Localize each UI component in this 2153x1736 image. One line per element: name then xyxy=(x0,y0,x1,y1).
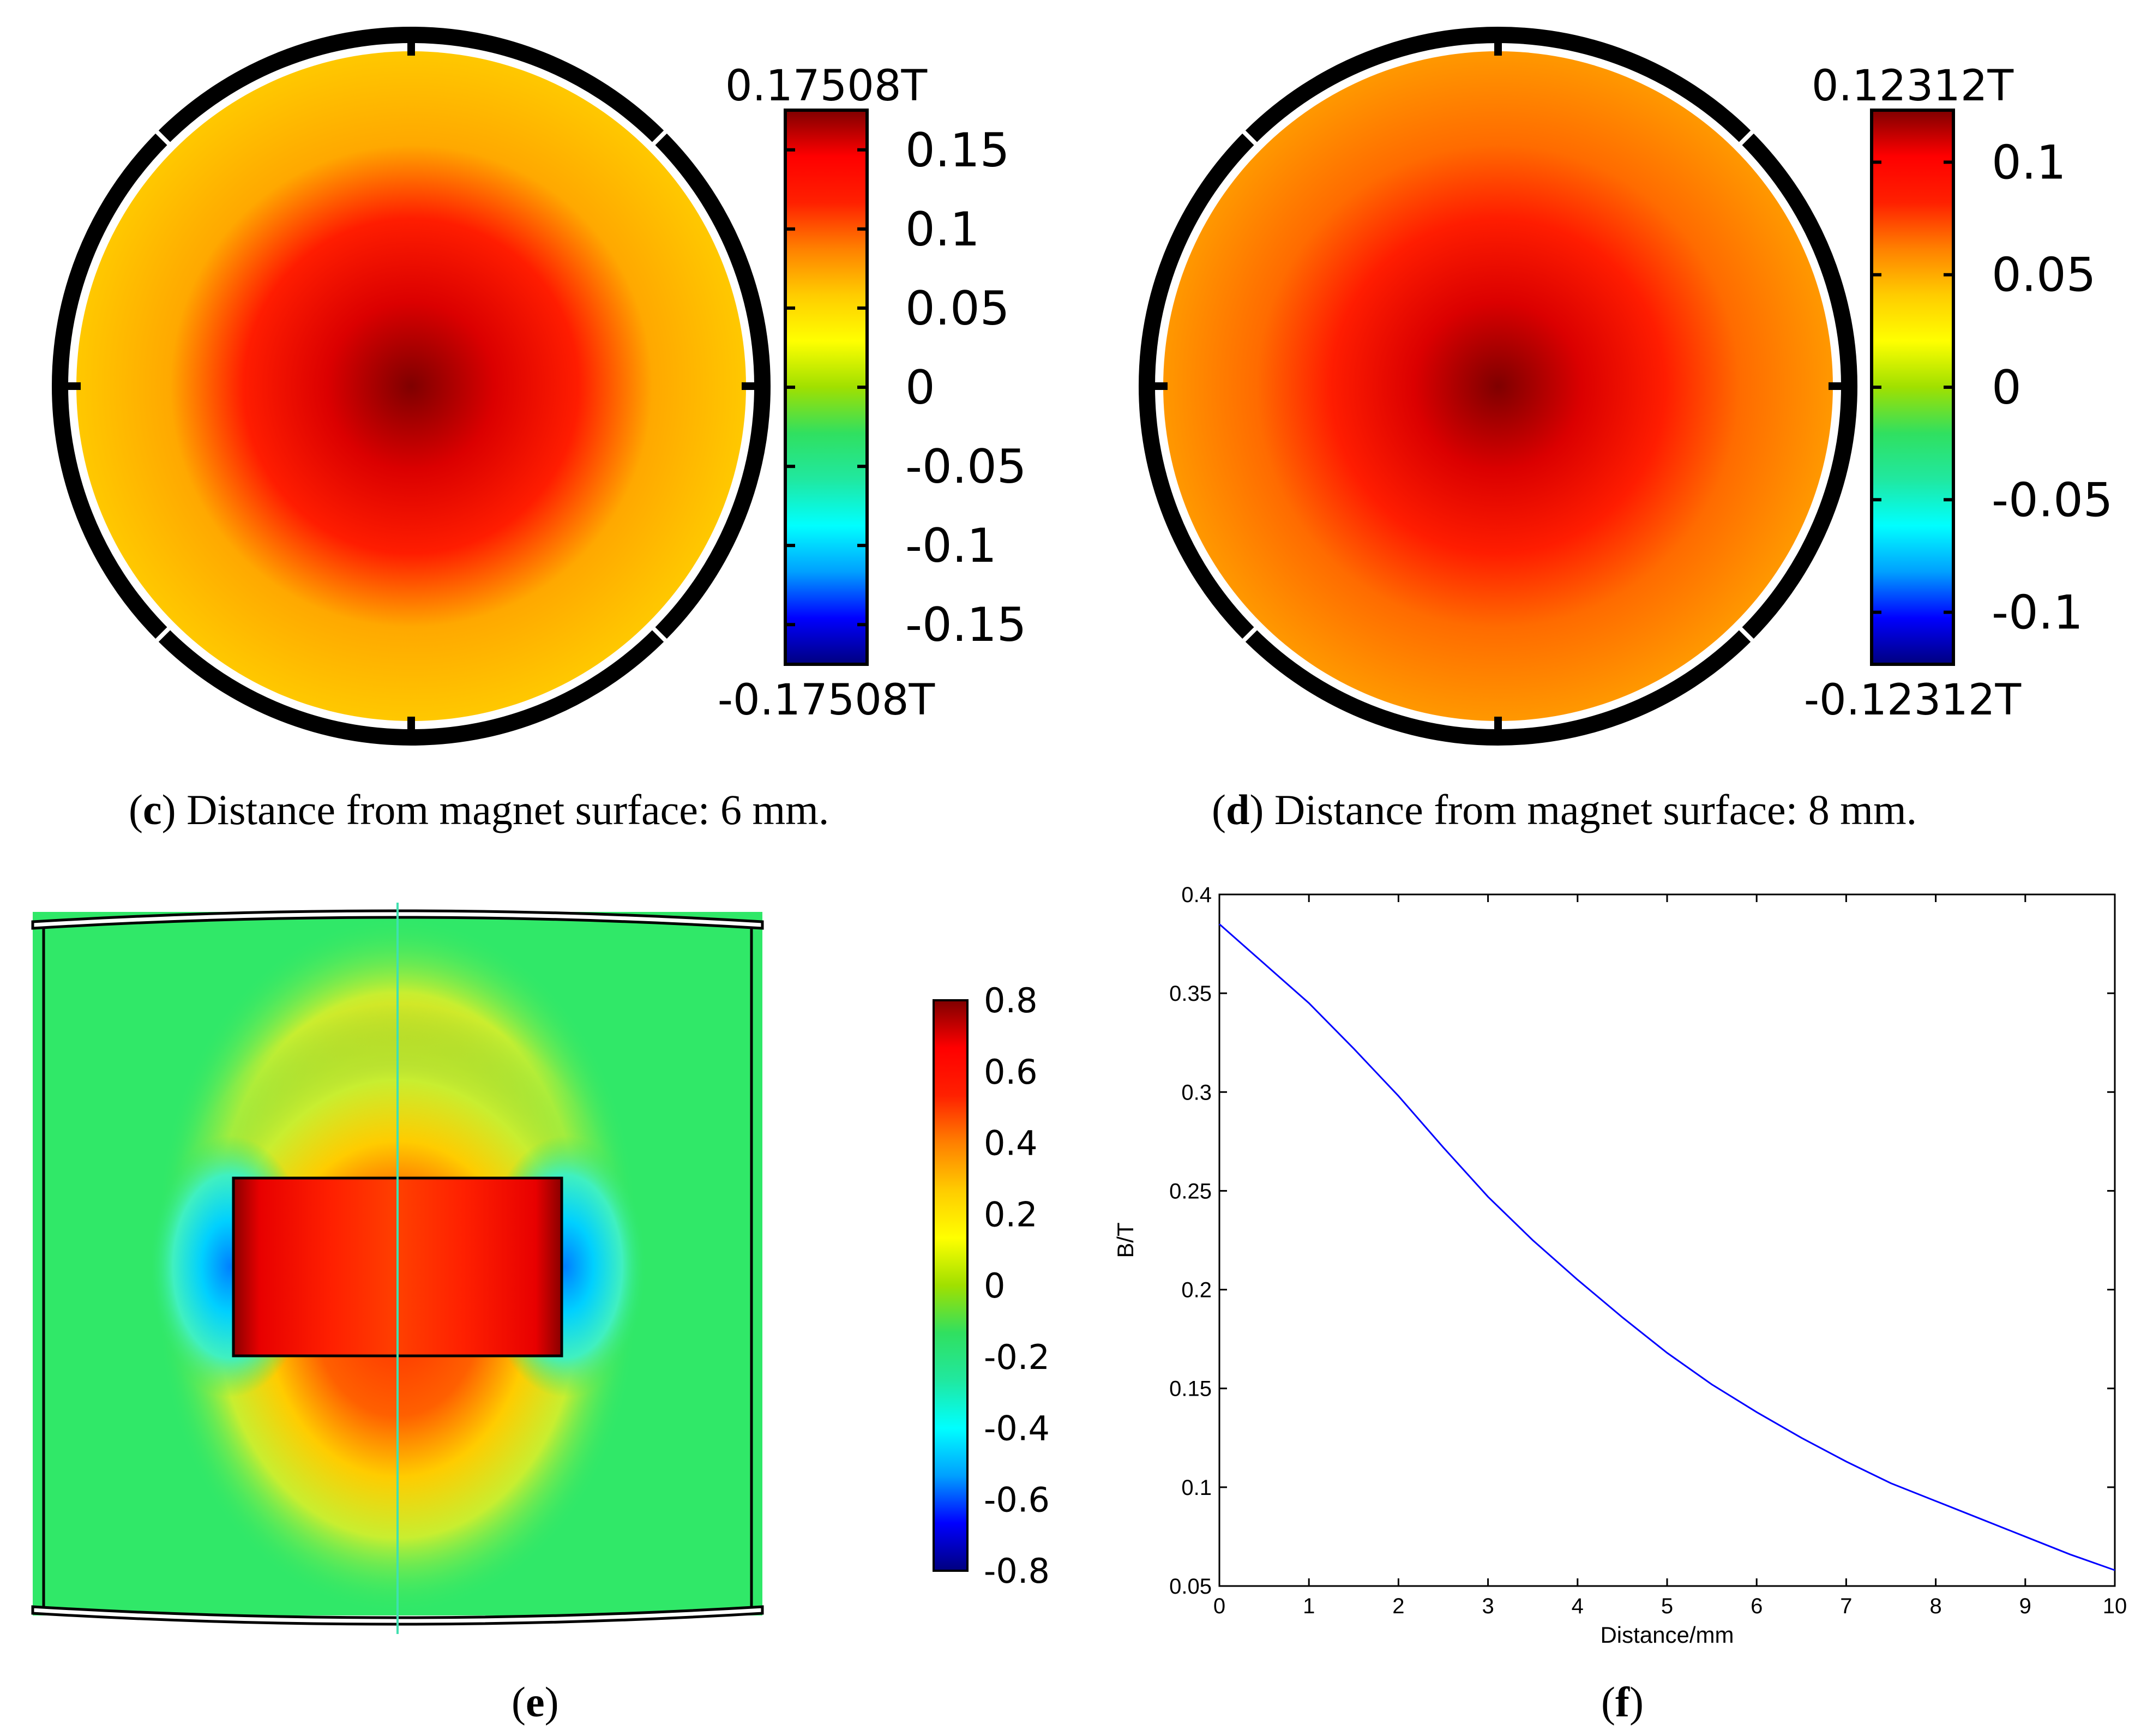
colorbar-tick-label-d-0: 0.1 xyxy=(1992,135,2066,190)
colorbar-tick-label-e-7: -0.6 xyxy=(984,1480,1050,1519)
colorbar-d xyxy=(1870,109,1955,666)
ring-gap-d-2 xyxy=(1241,129,1259,147)
colorbar-tick-label-d-1: 0.05 xyxy=(1992,248,2096,303)
colorbar-tick-label-c-5: -0.1 xyxy=(905,519,997,573)
caption-f-letter: f xyxy=(1615,1678,1629,1726)
colorbar-tick-label-e-3: 0.2 xyxy=(984,1194,1038,1234)
caption-e-letter: e xyxy=(525,1678,545,1726)
colorbar-tick-label-c-2: 0.05 xyxy=(905,281,1009,336)
colorbar-min-label-d: -0.12312T xyxy=(1804,676,2022,725)
caption-c-letter: c xyxy=(142,786,162,833)
ring-gap-d-0 xyxy=(1737,626,1755,643)
colorbar-tick-label-e-2: 0.4 xyxy=(984,1124,1038,1163)
caption-e: (e) xyxy=(512,1678,559,1726)
caption-c: (c) Distance from magnet surface: 6 mm. xyxy=(129,786,829,833)
field-disk-d xyxy=(1163,51,1833,721)
ring-gap-c-0 xyxy=(651,626,668,643)
colorbar-tick-label-d-4: -0.1 xyxy=(1992,586,2083,640)
colorbar-min-label-c: -0.17508T xyxy=(718,676,935,725)
y-axis-label-f: B/T xyxy=(1112,1222,1138,1258)
colorbar-tick-label-e-1: 0.6 xyxy=(984,1052,1038,1092)
x-tick-label-f-5: 5 xyxy=(1661,1594,1673,1618)
x-tick-label-f-7: 7 xyxy=(1840,1594,1852,1618)
y-tick-label-f-0: 0.05 xyxy=(1169,1575,1212,1599)
ring-gap-d-1 xyxy=(1241,626,1259,643)
y-tick-label-f-4: 0.25 xyxy=(1169,1179,1212,1203)
x-tick-label-f-4: 4 xyxy=(1572,1594,1584,1618)
colorbar-tick-label-c-4: -0.05 xyxy=(905,440,1027,494)
panel-d: 0.1 0.05 0 -0.05 -0.1 0.12312T -0.12312T xyxy=(1139,27,2113,746)
x-tick-label-f-2: 2 xyxy=(1392,1594,1404,1618)
panel-c: 0.15 0.1 0.05 0 -0.05 -0.1 -0.15 0.17508T -0.175… xyxy=(52,27,1027,746)
caption-f: (f) xyxy=(1601,1678,1644,1726)
colorbar-tick-label-e-0: 0.8 xyxy=(984,981,1038,1020)
colorbar-tick-label-c-0: 0.15 xyxy=(905,123,1009,178)
colorbar-tick-label-c-6: -0.15 xyxy=(905,598,1027,652)
field-disk-c xyxy=(76,51,746,721)
y-tick-label-f-1: 0.1 xyxy=(1181,1476,1212,1500)
x-tick-label-f-8: 8 xyxy=(1929,1594,1941,1618)
y-tick-label-f-6: 0.35 xyxy=(1169,982,1212,1006)
colorbar-e xyxy=(933,999,969,1572)
x-tick-label-f-6: 6 xyxy=(1751,1594,1763,1618)
ring-gap-d-3 xyxy=(1737,129,1755,147)
series-line-f xyxy=(1219,923,2115,1571)
colorbar-max-label-c: 0.17508T xyxy=(725,62,928,111)
ring-gap-c-1 xyxy=(154,626,172,643)
caption-c-text: ) Distance from magnet surface: 6 mm. xyxy=(161,786,829,833)
x-tick-label-f-10: 10 xyxy=(2103,1594,2127,1618)
colorbar-tick-label-c-1: 0.1 xyxy=(905,202,980,257)
colorbar-tick-label-c-3: 0 xyxy=(905,361,935,415)
cylinder-top-rim-e xyxy=(31,909,764,930)
x-tick-label-f-9: 9 xyxy=(2019,1594,2031,1618)
panel-e: 0.8 0.6 0.4 0.2 0 -0.2 -0.4 -0.6 -0.8 xyxy=(31,903,1050,1634)
colorbar-tick-label-e-6: -0.4 xyxy=(984,1409,1050,1449)
caption-d: (d) Distance from magnet surface: 8 mm. xyxy=(1212,786,1917,833)
y-tick-label-f-5: 0.3 xyxy=(1181,1080,1212,1104)
y-tick-label-f-7: 0.4 xyxy=(1181,883,1212,907)
ring-gap-c-3 xyxy=(651,129,668,147)
panel-f: 0 1 2 3 4 5 6 7 8 9 10 0.05 0.1 0.15 0.2 0.25 0.3 0.35 0.4… xyxy=(1112,883,2127,1648)
x-tick-label-f-0: 0 xyxy=(1213,1594,1225,1618)
colorbar-tick-label-e-8: -0.8 xyxy=(984,1551,1050,1591)
ring-gap-c-2 xyxy=(154,129,172,147)
caption-d-letter: d xyxy=(1225,786,1250,833)
colorbar-tick-label-e-5: -0.2 xyxy=(984,1337,1050,1377)
colorbar-tick-label-e-4: 0 xyxy=(984,1266,1005,1306)
colorbar-tick-label-d-2: 0 xyxy=(1992,361,2022,415)
colorbar-c xyxy=(784,109,869,666)
plot-area-f xyxy=(1218,893,2116,1587)
x-tick-label-f-1: 1 xyxy=(1303,1594,1315,1618)
x-axis-label-f: Distance/mm xyxy=(1600,1622,1734,1648)
caption-d-text: ) Distance from magnet surface: 8 mm. xyxy=(1249,786,1917,833)
x-tick-label-f-3: 3 xyxy=(1482,1594,1494,1618)
colorbar-max-label-d: 0.12312T xyxy=(1812,62,2014,111)
y-tick-label-f-3: 0.2 xyxy=(1181,1278,1212,1302)
y-tick-label-f-2: 0.15 xyxy=(1169,1377,1212,1401)
cylinder-bottom-rim-e xyxy=(31,1605,764,1626)
colorbar-tick-label-d-3: -0.05 xyxy=(1992,473,2113,527)
